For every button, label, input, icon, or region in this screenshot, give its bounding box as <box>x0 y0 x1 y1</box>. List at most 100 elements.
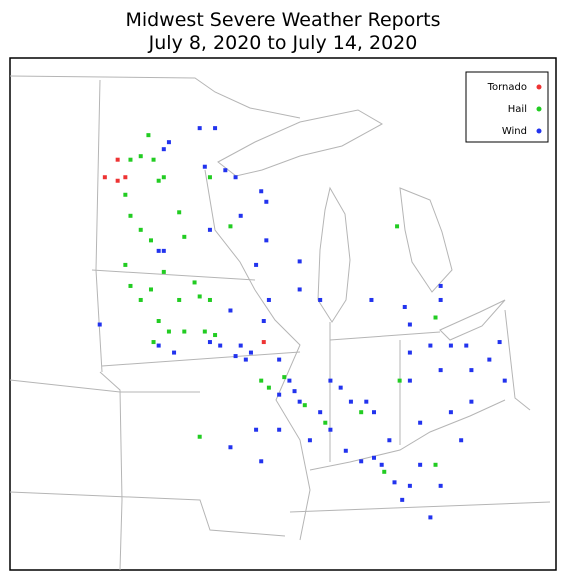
report-dot <box>379 462 384 467</box>
report-dot <box>207 227 212 232</box>
report-dot <box>407 378 412 383</box>
report-dot <box>428 515 433 520</box>
border <box>289 501 551 513</box>
report-dot <box>469 368 474 373</box>
report-dot <box>372 410 376 415</box>
report-dot <box>302 403 307 408</box>
report-dot <box>448 343 453 348</box>
report-dot <box>397 378 402 383</box>
report-dot <box>277 427 282 432</box>
report-dot <box>400 497 405 502</box>
report-dot <box>395 224 400 229</box>
report-dot <box>238 343 243 348</box>
report-dot <box>254 427 259 432</box>
report-dot <box>318 410 323 415</box>
report-dot <box>338 385 343 390</box>
report-dot <box>156 343 161 348</box>
report-dot <box>123 175 128 180</box>
report-dot <box>123 192 128 197</box>
report-dot <box>402 304 407 309</box>
report-dot <box>266 385 271 390</box>
report-dot <box>502 378 507 383</box>
report-dot <box>233 175 238 180</box>
legend-label: Wind <box>502 126 527 137</box>
report-dot <box>277 392 282 397</box>
report-dot <box>323 420 328 425</box>
report-dot <box>433 462 438 467</box>
report-dot <box>318 297 323 302</box>
report-dot <box>497 340 502 345</box>
report-dot <box>264 199 269 204</box>
report-dot <box>297 287 302 292</box>
report-dot <box>138 227 143 232</box>
report-dot <box>228 224 233 229</box>
report-dot <box>261 319 266 324</box>
report-dot <box>438 297 443 302</box>
report-dot <box>359 459 364 464</box>
report-dot <box>213 126 218 131</box>
report-dot <box>343 448 348 453</box>
report-dot <box>228 445 233 450</box>
report-dot <box>297 259 302 264</box>
border <box>204 169 256 291</box>
report-dot <box>259 189 264 194</box>
report-dot <box>459 438 464 443</box>
border <box>309 399 506 471</box>
report-dot <box>392 480 397 485</box>
report-dot <box>177 210 182 215</box>
report-dot <box>128 213 133 218</box>
report-dot <box>182 234 187 239</box>
report-dot <box>138 297 143 302</box>
report-dot <box>464 343 469 348</box>
report-dot <box>202 164 207 169</box>
report-dot <box>166 329 171 334</box>
report-dot <box>266 297 271 302</box>
border <box>91 269 256 281</box>
report-dot <box>433 315 438 320</box>
report-dot <box>261 340 266 345</box>
report-dot <box>387 438 392 443</box>
report-dot <box>156 319 161 324</box>
lake-erie <box>439 299 506 341</box>
report-dot <box>161 248 166 253</box>
report-dot <box>207 175 212 180</box>
legend-box <box>465 71 549 143</box>
report-dot <box>207 340 212 345</box>
report-dot <box>407 350 412 355</box>
report-dot <box>348 399 353 404</box>
report-dot <box>328 427 333 432</box>
map-frame <box>9 57 557 571</box>
report-dot <box>213 333 218 338</box>
report-dot <box>172 350 177 355</box>
report-dot <box>166 140 171 145</box>
lake-superior <box>217 109 384 177</box>
report-dot <box>287 378 292 383</box>
report-dot <box>372 455 376 460</box>
legend-swatch <box>536 106 542 112</box>
report-dot <box>359 410 364 415</box>
report-dot <box>182 329 187 334</box>
report-dot <box>407 483 412 488</box>
report-dot <box>382 469 387 474</box>
border <box>254 289 311 541</box>
report-dot <box>161 175 166 180</box>
report-dot <box>369 297 374 302</box>
report-dot <box>438 283 443 288</box>
report-dot <box>292 389 297 394</box>
legend-label: Hail <box>508 104 527 115</box>
report-dot <box>123 262 128 267</box>
legend-swatch <box>536 128 542 134</box>
report-dot <box>161 147 166 152</box>
lake-huron <box>399 187 453 293</box>
report-dot <box>151 340 156 345</box>
report-dot <box>264 238 269 243</box>
report-dot <box>277 357 282 362</box>
report-dot <box>148 238 153 243</box>
report-dot <box>102 175 107 180</box>
report-dot <box>297 399 302 404</box>
report-dot <box>128 283 133 288</box>
report-dot <box>202 329 207 334</box>
lake-michigan <box>317 186 351 323</box>
report-dot <box>218 343 223 348</box>
